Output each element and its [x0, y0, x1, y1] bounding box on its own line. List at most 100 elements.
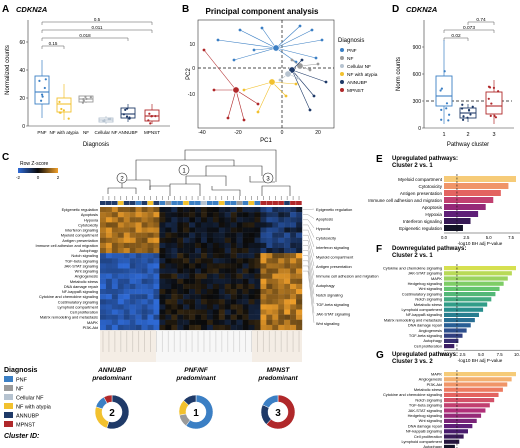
- panel-f-bar: [444, 323, 471, 328]
- panel-c-heatmap-cell: [123, 217, 130, 223]
- panel-f-bar-label: Wnt signaling: [419, 286, 442, 291]
- panel-c-heatmap-cell: [117, 222, 124, 228]
- panel-a-point: [67, 117, 70, 120]
- panel-c-heatmap-cell: [272, 212, 279, 218]
- panel-c-heatmap-cell: [141, 273, 148, 279]
- panel-c-dendrogram-branch: [261, 185, 291, 196]
- panel-c-heatmap-cell: [296, 294, 303, 300]
- panel-f-bar-label: NF-kappaB signaling: [406, 312, 442, 317]
- panel-c-heatmap-cell: [248, 294, 255, 300]
- panel-c-heatmap-cell: [135, 207, 142, 213]
- panel-c-heatmap-cell: [224, 248, 231, 254]
- panel-c-heatmap-cell: [206, 232, 214, 238]
- panel-c-heatmap-cell: [284, 248, 291, 254]
- panel-b-sample-point: [310, 28, 314, 32]
- panel-c-heatmap-cell: [165, 319, 172, 326]
- panel-c-heatmap-cell: [189, 273, 196, 279]
- panel-b-sample-point: [300, 58, 304, 62]
- panel-c-heatmap-cell: [218, 263, 225, 269]
- panel-c-heatmap-cell: [236, 289, 243, 295]
- panel-c-heatmap-cell: [117, 242, 124, 249]
- panel-a-box: [120, 107, 136, 119]
- panel-b-legend-swatch: [340, 88, 344, 92]
- panel-d-bracket: [467, 21, 495, 25]
- panel-d-point: [461, 118, 465, 121]
- panel-b-spoke: [291, 69, 327, 83]
- panel-c-heatmap-cell: [266, 309, 273, 315]
- panel-c-dendrogram-branch: [205, 165, 263, 176]
- panel-c-heatmap-cell: [201, 314, 208, 320]
- panel-c-heatmap-cell: [111, 207, 119, 213]
- panel-c-heatmap-cell: [206, 304, 214, 310]
- panel-d-point: [447, 119, 450, 122]
- panel-c-heatmap-cell: [147, 258, 154, 264]
- panel-c-heatmap-cell: [123, 248, 130, 254]
- panel-c-heatmap-cell: [100, 294, 107, 300]
- panel-g-title: Upregulated pathways: Cluster 3 vs. 2: [392, 352, 458, 365]
- panel-c-heatmap-cell: [206, 258, 214, 264]
- panel-a-point: [85, 97, 88, 101]
- panel-c-heatmap-cell: [195, 222, 202, 228]
- panel-c-dendrogram-branch: [169, 183, 201, 196]
- panel-g-bar-label: NF-kappaB signaling: [406, 429, 442, 434]
- panel-c-cluster-number: 3: [266, 177, 270, 183]
- panel-a-box: [34, 75, 50, 105]
- panel-c-heatmap-cell: [260, 263, 267, 269]
- panel-c-heatmap-cell: [135, 253, 142, 259]
- panel-c-heatmap-cell: [141, 227, 148, 233]
- panel-c-heatmap-cell: [201, 212, 208, 218]
- panel-c-heatmap-cell: [189, 222, 196, 228]
- panel-f-xtick: 5.0: [478, 352, 485, 357]
- panel-c-right-label-leader: [303, 214, 315, 219]
- panel-c-heatmap-cell: [111, 324, 119, 331]
- panel-c-heatmap-cell: [123, 314, 130, 320]
- panel-c-heatmap-cell: [236, 253, 243, 259]
- panel-c-heatmap-cell: [290, 273, 297, 279]
- panel-c-annotation-cell: [141, 201, 148, 205]
- panel-c-annotation-cell: [105, 201, 112, 205]
- panel-d-point: [440, 118, 443, 121]
- panel-e-xlabel: -log10 BH adj P-value: [458, 241, 503, 246]
- panel-b-legend-label: NF with atypia: [347, 72, 378, 78]
- panel-c-heatmap-cell: [153, 304, 160, 310]
- panel-c-heatmap-cell: [177, 278, 184, 285]
- panel-c-heatmap-cell: [290, 278, 297, 285]
- panel-c-heatmap-cell: [278, 212, 285, 218]
- panel-c-heatmap-cell: [159, 263, 166, 269]
- panel-c-heatmap-cell: [212, 227, 220, 233]
- panel-b-spoke: [275, 47, 317, 59]
- panel-a-pvalue: 0.15: [49, 41, 58, 46]
- panel-g-bar-label: MAPK: [431, 371, 442, 376]
- panel-c-heatmap-cell: [272, 289, 279, 295]
- panel-g-bar: [444, 372, 516, 377]
- panel-c-heatmap-cell: [105, 273, 113, 279]
- panel-c-heatmap-cell: [224, 232, 231, 238]
- panel-c-annotation-cell: [135, 201, 142, 205]
- panel-c-heatmap-cell: [218, 237, 225, 244]
- panel-b-xtick: 20: [315, 130, 321, 136]
- panel-c-heatmap-cell: [129, 314, 136, 320]
- panel-c-heatmap-cell: [248, 283, 255, 290]
- panel-c-heatmap-cell: [153, 278, 160, 285]
- panel-c-heatmap-cell: [260, 207, 267, 213]
- panel-c-cluster-id-label: Cluster ID:: [4, 433, 39, 440]
- panel-c-row-label: JAK-STAT signaling: [64, 263, 98, 268]
- panel-c-heatmap-cell: [236, 309, 243, 315]
- panel-c-right-label-leader: [303, 255, 315, 295]
- panel-c-heatmap-cell: [111, 268, 119, 274]
- panel-c-heatmap-cell: [100, 242, 107, 249]
- panel-c-heatmap-cell: [296, 289, 303, 295]
- panel-c-heatmap-cell: [141, 263, 148, 269]
- panel-c-heatmap-cell: [135, 232, 142, 238]
- panel-c-heatmap-cell: [290, 283, 297, 290]
- panel-c-annotation-strip: [100, 201, 302, 205]
- panel-c-heatmap-cell: [123, 237, 130, 244]
- panel-c-heatmap-cell: [141, 294, 148, 300]
- panel-c-heatmap-cell: [206, 212, 214, 218]
- panel-a-point: [147, 119, 150, 122]
- panel-g-bar-label: Wnt signaling: [419, 418, 442, 423]
- panel-c-heatmap-cell: [296, 299, 303, 305]
- panel-c-heatmap-cell: [272, 237, 279, 244]
- panel-a-category-labels: PNF NF with atypia NF Cellular NF ANNUBP MPNS…: [37, 130, 160, 135]
